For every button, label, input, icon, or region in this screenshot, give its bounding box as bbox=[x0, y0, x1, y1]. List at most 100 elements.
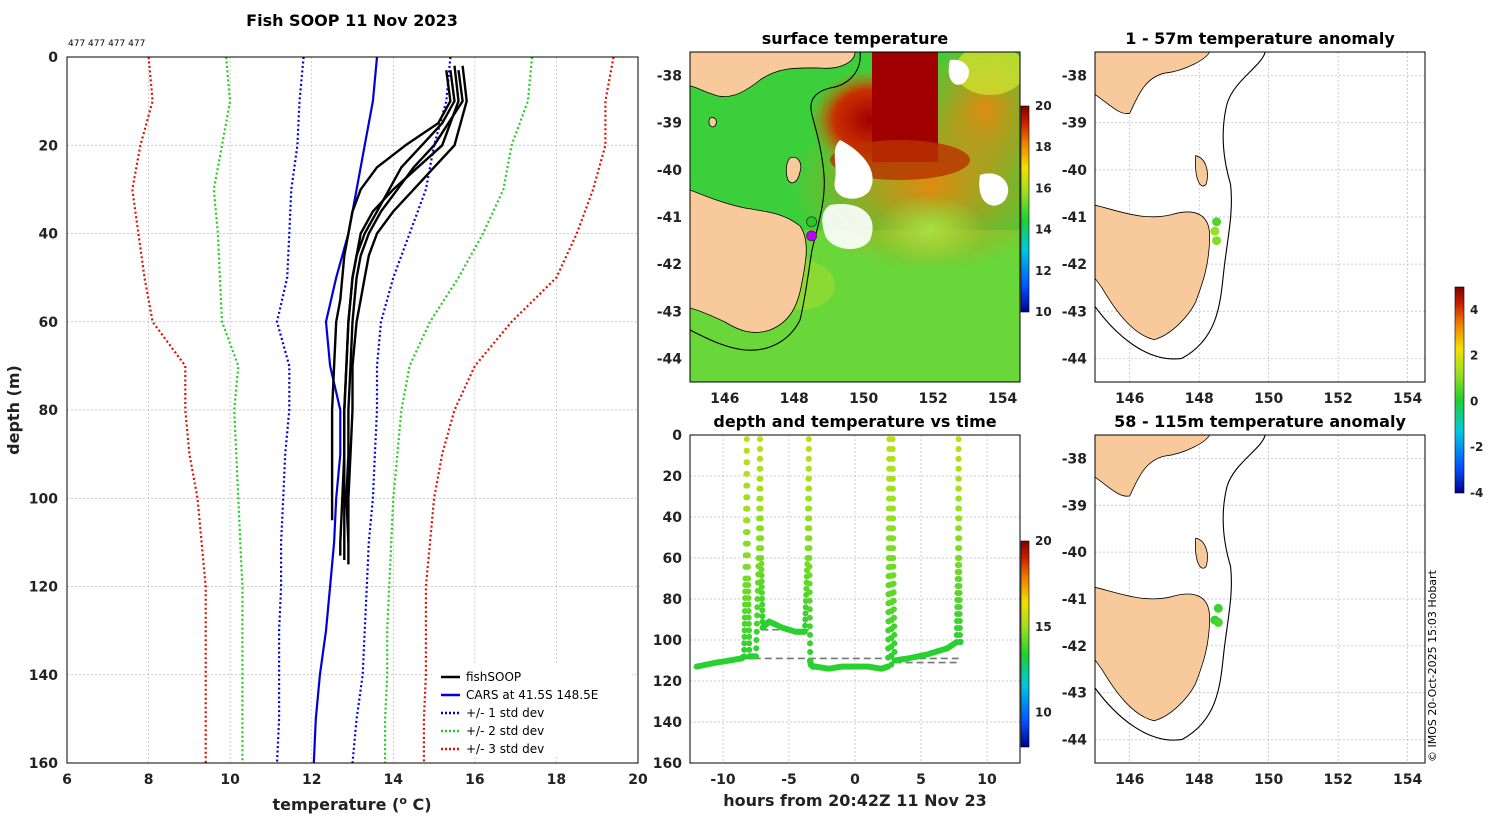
timeseries-xlabel: hours from 20:42Z 11 Nov 23 bbox=[723, 791, 986, 810]
profile-xtick-label: 8 bbox=[144, 772, 154, 788]
timeseries-xtick-label: 10 bbox=[977, 772, 997, 788]
track-point bbox=[759, 595, 765, 602]
fishsoop-profile bbox=[330, 70, 452, 521]
flinders-island bbox=[1195, 537, 1208, 569]
track-point bbox=[744, 505, 751, 512]
map-ytick-label: -39 bbox=[1062, 498, 1087, 514]
anom-lower-points bbox=[1210, 603, 1223, 627]
sst-shelf-contour bbox=[690, 52, 861, 351]
track-point bbox=[890, 505, 896, 512]
anomaly-point bbox=[1212, 217, 1222, 227]
track-point bbox=[956, 515, 963, 522]
track-point bbox=[956, 625, 963, 631]
map-ytick-label: -38 bbox=[1062, 451, 1087, 467]
track-point bbox=[758, 589, 765, 596]
track-point bbox=[955, 475, 962, 482]
sst-ticks: 146 148 150 152 154 -38 -39 -40 -41 -42 -43 -44 bbox=[657, 69, 1018, 407]
map-xtick-label: 152 bbox=[1324, 391, 1353, 407]
timeseries-colorbar-label: 15 bbox=[1035, 620, 1052, 634]
profile-legend: fishSOOP CARS at 41.5S 148.5E +/- 1 std … bbox=[432, 664, 632, 757]
map-ytick-label: -41 bbox=[1062, 592, 1087, 608]
legend-box bbox=[432, 664, 632, 757]
profile-ytick-label: 40 bbox=[39, 227, 59, 243]
legend-sd1: +/- 1 std dev bbox=[466, 706, 544, 720]
track-point bbox=[741, 646, 748, 653]
track-point bbox=[759, 607, 766, 614]
track-point bbox=[745, 563, 751, 570]
timeseries-xtick-label: 0 bbox=[850, 772, 860, 788]
anomaly-colorbar-label: 2 bbox=[1470, 349, 1478, 363]
anom-upper-title: 1 - 57m temperature anomaly bbox=[1125, 29, 1395, 48]
track-point bbox=[757, 455, 764, 462]
profile-ytick-label: 160 bbox=[29, 756, 58, 772]
tasmania bbox=[1094, 586, 1211, 722]
map-ytick-label: -40 bbox=[1062, 545, 1088, 561]
track-point bbox=[758, 578, 765, 585]
track-point bbox=[956, 576, 963, 582]
track-point bbox=[744, 494, 751, 501]
map-xtick-label: 146 bbox=[1115, 772, 1144, 788]
track-point bbox=[807, 631, 813, 638]
track-point bbox=[807, 640, 813, 647]
sst-colorbar-ticks: 20 18 16 14 12 10 bbox=[1035, 99, 1052, 319]
track-point bbox=[956, 618, 963, 624]
track-point bbox=[744, 552, 751, 559]
track-point bbox=[746, 640, 753, 647]
sst-colorbar-label: 16 bbox=[1035, 181, 1052, 195]
track-point bbox=[956, 545, 963, 552]
track-point bbox=[757, 485, 764, 492]
track-point bbox=[753, 653, 759, 660]
track-point bbox=[744, 482, 751, 489]
profile-ytick-label: 0 bbox=[48, 50, 58, 66]
track-point bbox=[802, 610, 809, 617]
profile-ytick-label: 20 bbox=[39, 138, 59, 154]
track-point bbox=[889, 475, 896, 482]
track-point bbox=[955, 446, 962, 452]
profile-ytick-label: 100 bbox=[29, 491, 58, 507]
track-point bbox=[891, 640, 898, 647]
sd-line-low bbox=[131, 56, 207, 763]
credit-text: © IMOS 20-Oct-2025 15:03 Hobart bbox=[1426, 569, 1439, 762]
map-ytick-label: -40 bbox=[657, 163, 683, 179]
track-point bbox=[743, 436, 750, 443]
map-ytick-label: -43 bbox=[657, 304, 682, 320]
sst-flinders-island bbox=[785, 156, 802, 184]
track-point bbox=[955, 465, 962, 472]
track-point bbox=[745, 588, 752, 595]
map-xtick-label: 152 bbox=[919, 391, 948, 407]
map-xtick-label: 148 bbox=[780, 391, 809, 407]
track-point bbox=[956, 590, 963, 596]
track-point bbox=[741, 627, 748, 634]
track-point bbox=[757, 515, 764, 522]
track-point bbox=[758, 560, 765, 567]
track-point bbox=[758, 535, 765, 542]
track-point bbox=[758, 566, 765, 573]
track-point bbox=[956, 562, 963, 568]
track-point bbox=[743, 447, 750, 454]
track-point bbox=[888, 661, 895, 668]
track-point bbox=[806, 580, 813, 587]
track-point bbox=[758, 555, 765, 561]
figure-title: Fish SOOP 11 Nov 2023 bbox=[246, 11, 458, 30]
timeseries-ytick-label: 100 bbox=[653, 633, 682, 649]
track-point bbox=[956, 495, 962, 502]
timeseries-ytick-label: 40 bbox=[663, 510, 683, 526]
anomaly-point bbox=[1210, 226, 1220, 236]
map-xtick-label: 150 bbox=[1254, 391, 1283, 407]
timeseries-xtick-label: -10 bbox=[710, 772, 736, 788]
profile-xtick-label: 18 bbox=[547, 772, 566, 788]
map-ytick-label: -39 bbox=[1062, 116, 1087, 132]
track-point bbox=[746, 627, 752, 634]
legend-sd2: +/- 2 std dev bbox=[466, 724, 544, 738]
track-point bbox=[890, 535, 897, 542]
shelf-contour bbox=[1094, 434, 1266, 741]
track-point bbox=[745, 595, 752, 601]
track-point bbox=[754, 604, 761, 611]
anomaly-colorbar-label: 0 bbox=[1470, 394, 1478, 408]
shelf-contour bbox=[1094, 51, 1266, 360]
track-point bbox=[806, 545, 813, 552]
track-point bbox=[758, 584, 765, 590]
anomaly-colorbar bbox=[1454, 286, 1465, 494]
track-point bbox=[890, 555, 897, 561]
timeseries-ytick-label: 80 bbox=[663, 592, 683, 608]
